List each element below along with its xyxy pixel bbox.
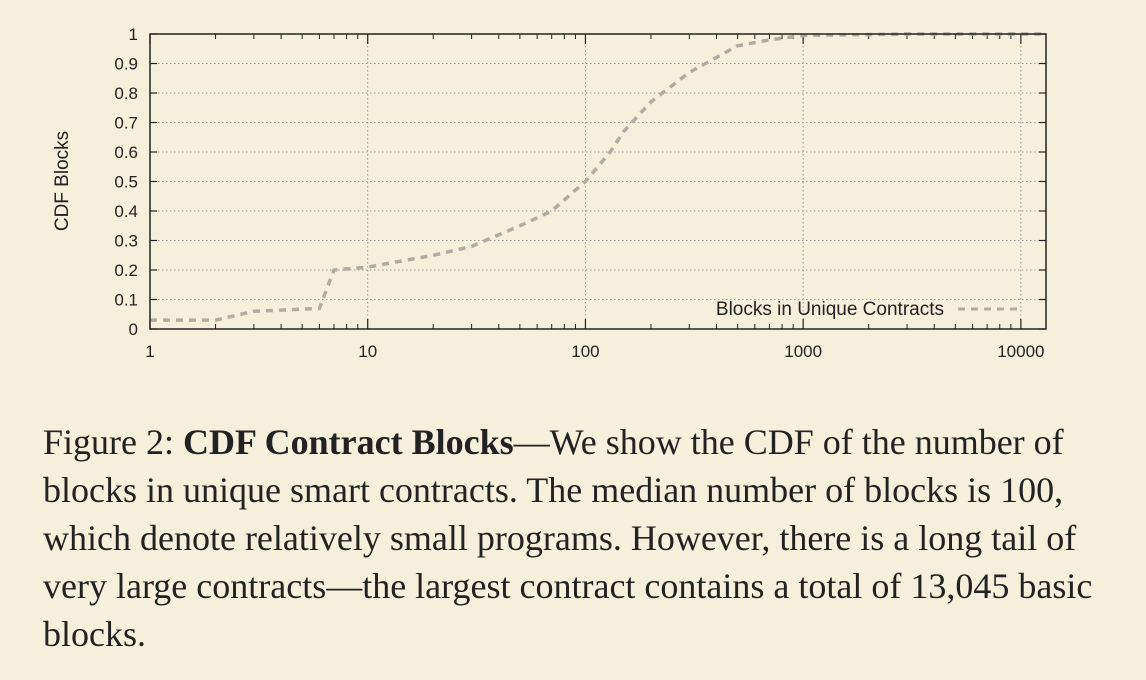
cdf-chart: 0 0.1 0.2 0.3 0.4 0.5 0.6 0.7 0.8 0.9 1 1 10 100 1000… — [52, 25, 1047, 361]
y-tick-label: 0.1 — [114, 291, 138, 310]
y-tick-label: 0.2 — [114, 261, 138, 280]
plot-frame — [149, 33, 1047, 330]
x-tick-label: 10 — [358, 342, 377, 361]
y-axis-title: CDF Blocks — [52, 131, 73, 231]
y-tick-label: 0.8 — [114, 84, 138, 103]
y-tick-label: 1 — [129, 25, 138, 44]
y-tick-label: 0.6 — [114, 143, 138, 162]
y-tick-label: 0 — [129, 320, 138, 339]
series-lines — [150, 32, 1046, 322]
y-tick-label: 0.3 — [114, 232, 138, 251]
x-tick-label: 100 — [571, 342, 599, 361]
grid-lines — [150, 34, 1046, 329]
caption-title: CDF Contract Blocks — [183, 422, 514, 462]
figure-caption: Figure 2: CDF Contract Blocks—We show th… — [43, 418, 1103, 658]
y-tick-label: 0.7 — [114, 114, 138, 133]
y-tick-labels: 0 0.1 0.2 0.3 0.4 0.5 0.6 0.7 0.8 0.9 1 — [114, 25, 138, 339]
y-tick-label: 0.5 — [114, 173, 138, 192]
axis-ticks — [149, 33, 1046, 330]
x-tick-labels: 1 10 100 1000 10000 — [145, 342, 1044, 361]
x-tick-label: 1000 — [784, 342, 822, 361]
legend-label: Blocks in Unique Contracts — [716, 299, 944, 320]
legend: Blocks in Unique Contracts — [716, 299, 1022, 320]
x-tick-label: 10000 — [997, 342, 1044, 361]
series-line-0 — [150, 32, 1046, 322]
x-tick-label: 1 — [145, 342, 154, 361]
figure-label: Figure 2: — [43, 422, 174, 462]
caption-body: —We show the CDF of the number of blocks… — [43, 422, 1093, 654]
y-tick-label: 0.4 — [114, 202, 138, 221]
y-tick-label: 0.9 — [114, 55, 138, 74]
